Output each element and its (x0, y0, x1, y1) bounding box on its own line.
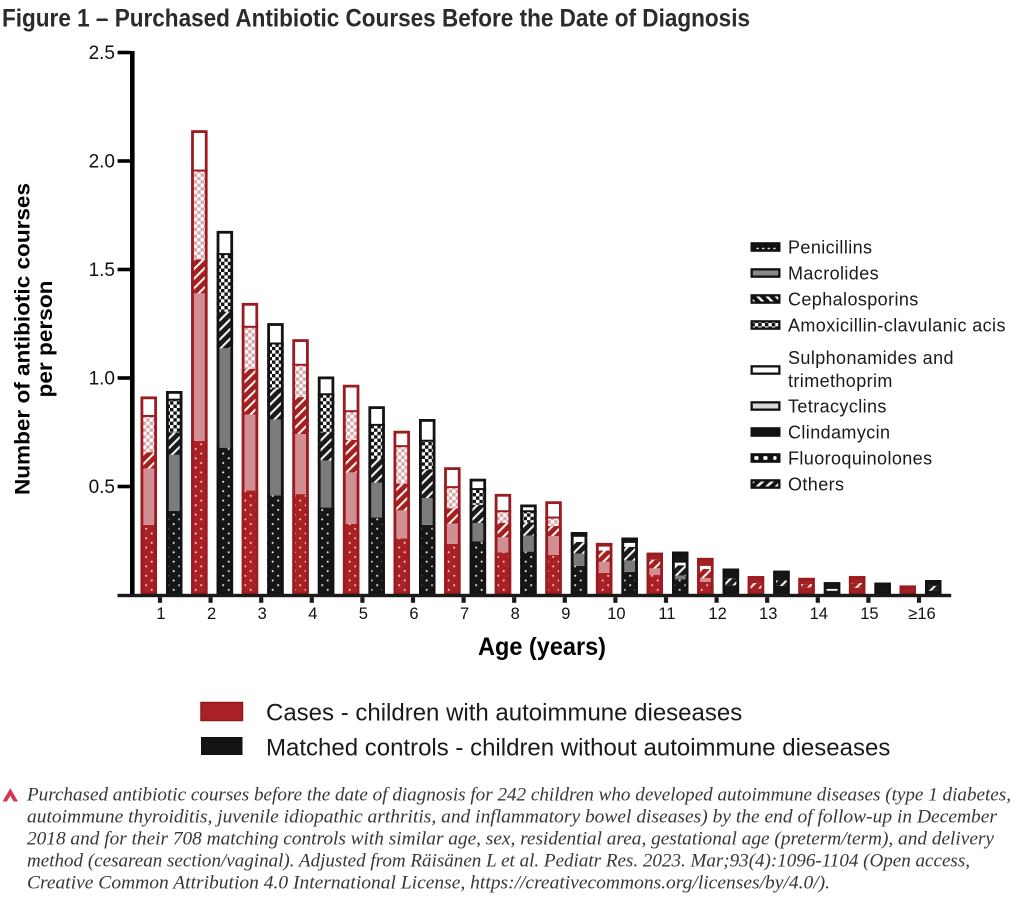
svg-text:2: 2 (207, 605, 216, 623)
svg-text:Macrolides: Macrolides (788, 263, 879, 283)
svg-text:Age (years): Age (years) (478, 633, 606, 661)
svg-text:Figure 1 – Purchased Antibioti: Figure 1 – Purchased Antibiotic Courses … (2, 5, 750, 33)
svg-text:14: 14 (810, 605, 828, 623)
svg-text:8: 8 (511, 605, 520, 623)
svg-text:7: 7 (460, 605, 469, 623)
svg-text:Fluoroquinolones: Fluoroquinolones (788, 448, 933, 468)
svg-text:Others: Others (788, 474, 844, 494)
svg-text:Cephalosporins: Cephalosporins (788, 289, 919, 309)
svg-text:4: 4 (308, 605, 317, 623)
svg-text:13: 13 (759, 605, 777, 623)
svg-text:11: 11 (658, 605, 675, 623)
svg-text:Sulphonamides and: Sulphonamides and (788, 348, 954, 368)
svg-text:Matched controls - children wi: Matched controls - children without auto… (266, 735, 890, 762)
svg-text:9: 9 (561, 605, 570, 623)
svg-text:Clindamycin: Clindamycin (788, 422, 890, 442)
svg-text:Tetracyclins: Tetracyclins (788, 396, 887, 416)
svg-text:0.5: 0.5 (89, 477, 115, 498)
svg-text:trimethoprim: trimethoprim (788, 371, 893, 391)
svg-text:≥16: ≥16 (908, 605, 935, 623)
svg-text:2.0: 2.0 (89, 152, 115, 173)
svg-text:method (cesarean section/vagin: method (cesarean section/vaginal). Adjus… (27, 851, 970, 872)
svg-text:autoimmune thyroiditis, juveni: autoimmune thyroiditis, juvenile idiopat… (27, 807, 998, 828)
svg-text:5: 5 (359, 605, 368, 623)
svg-text:6: 6 (409, 605, 418, 623)
svg-text:Amoxicillin-clavulanic acis: Amoxicillin-clavulanic acis (788, 315, 1006, 335)
svg-text:2018 and for their 708 matchin: 2018 and for their 708 matching controls… (27, 829, 995, 850)
svg-text:Number of antibiotic courses: Number of antibiotic courses (11, 183, 35, 495)
svg-text:1.0: 1.0 (89, 369, 115, 390)
svg-text:1.5: 1.5 (89, 260, 115, 281)
svg-text:1: 1 (156, 605, 165, 623)
svg-text:Creative Common Attribution 4.: Creative Common Attribution 4.0 Internat… (27, 873, 830, 894)
svg-text:12: 12 (708, 605, 726, 623)
svg-text:Purchased antibiotic courses b: Purchased antibiotic courses before the … (26, 785, 1011, 806)
svg-text:3: 3 (258, 605, 267, 623)
svg-text:Penicillins: Penicillins (788, 237, 872, 257)
svg-text:per person: per person (33, 281, 57, 398)
svg-text:Cases - children with autoimmu: Cases - children with autoimmune dieseas… (266, 700, 742, 727)
svg-text:15: 15 (860, 605, 878, 623)
svg-text:2.5: 2.5 (89, 43, 115, 64)
svg-text:10: 10 (607, 605, 625, 623)
